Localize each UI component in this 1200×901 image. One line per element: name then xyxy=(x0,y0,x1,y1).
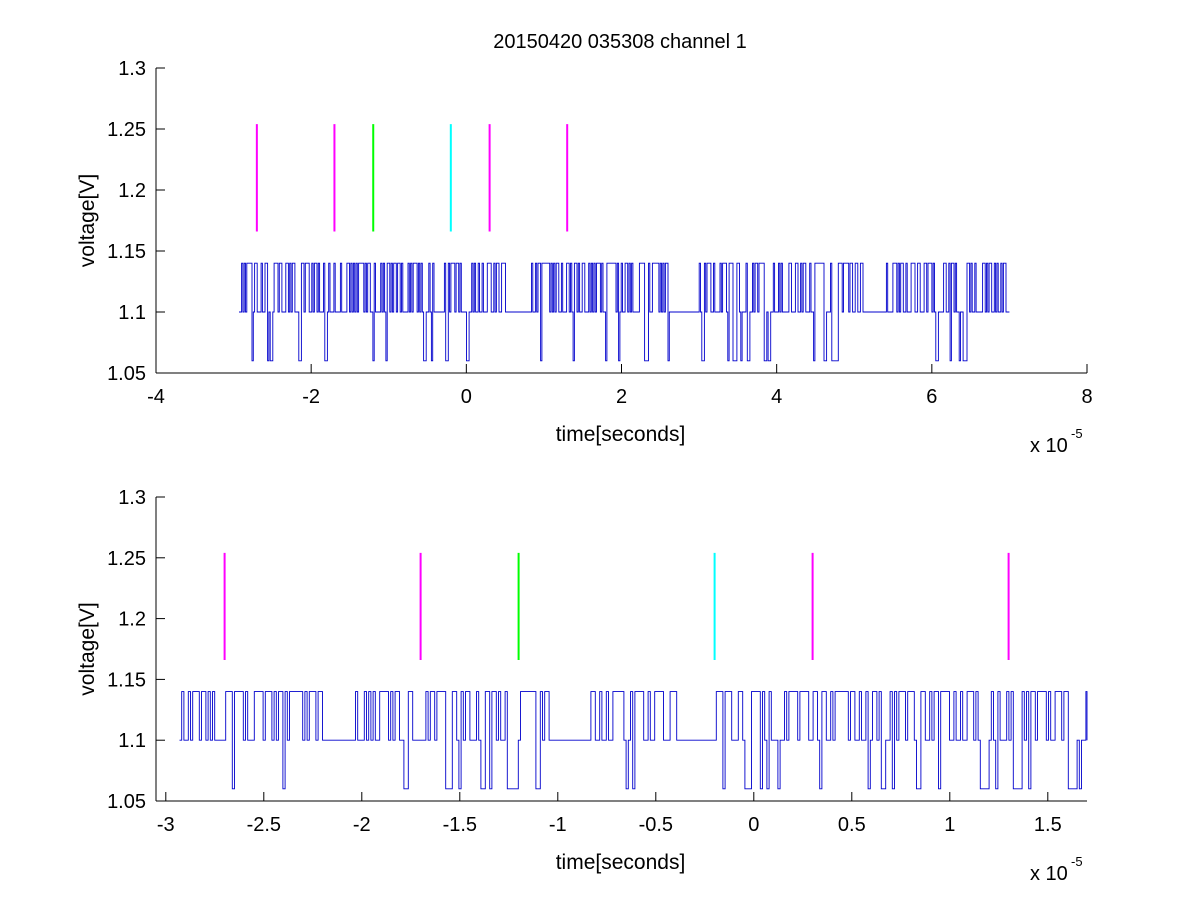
y-tick-label: 1.1 xyxy=(118,302,146,324)
x-tick-label: 4 xyxy=(771,386,782,408)
y-tick-label: 1.3 xyxy=(118,487,146,509)
x-tick-label: 1 xyxy=(944,814,955,836)
y-tick-label: 1.2 xyxy=(118,609,146,631)
x-tick-label: -3 xyxy=(157,814,175,836)
x-tick-label: 2 xyxy=(616,386,627,408)
signal-trace xyxy=(179,691,1088,790)
y-axis-label: voltage[V] xyxy=(76,174,99,267)
x-tick-label: 0 xyxy=(748,814,759,836)
y-axis-label: voltage[V] xyxy=(76,602,99,695)
x-tick-label: 1.5 xyxy=(1034,814,1062,836)
x-tick-label: -4 xyxy=(147,386,165,408)
x-tick-label: 6 xyxy=(926,386,937,408)
x-tick-label: -0.5 xyxy=(639,814,673,836)
top-plot: -4 -2 0 2 4 6 8 1.05 1.1 1.15 1.2 1.25 1.3 time[secon… xyxy=(76,58,1093,457)
y-tick-label: 1.15 xyxy=(107,241,146,263)
x-tick-label: 8 xyxy=(1081,386,1092,408)
x-tick-label: 0.5 xyxy=(838,814,866,836)
x-tick-label: -1.5 xyxy=(443,814,477,836)
x-tick-label: -1 xyxy=(549,814,567,836)
bottom-plot: -3 -2.5 -2 -1.5 -1 -0.5 0 0.5 1 1.5 1.05 1.1 1.15 1.2… xyxy=(76,487,1088,885)
y-tick-label: 1.25 xyxy=(107,548,146,570)
y-tick-label: 1.15 xyxy=(107,669,146,691)
x-multiplier-label: x 10 xyxy=(1030,863,1068,885)
x-tick-label: -2.5 xyxy=(247,814,281,836)
y-tick-label: 1.25 xyxy=(107,119,146,141)
y-tick-label: 1.1 xyxy=(118,730,146,752)
y-tick-label: 1.05 xyxy=(107,791,146,813)
x-multiplier-exponent: -5 xyxy=(1071,854,1083,869)
x-tick-label: 0 xyxy=(461,386,472,408)
x-multiplier-label: x 10 xyxy=(1030,435,1068,457)
y-tick-label: 1.05 xyxy=(107,363,146,385)
x-tick-label: -2 xyxy=(353,814,371,836)
signal-trace xyxy=(239,262,1010,362)
x-tick-label: -2 xyxy=(302,386,320,408)
x-multiplier-exponent: -5 xyxy=(1071,426,1083,441)
x-axis-label: time[seconds] xyxy=(556,851,686,874)
y-tick-label: 1.3 xyxy=(118,58,146,80)
x-axis-label: time[seconds] xyxy=(556,423,686,446)
y-tick-label: 1.2 xyxy=(118,180,146,202)
figure-title: 20150420 035308 channel 1 xyxy=(493,31,747,53)
